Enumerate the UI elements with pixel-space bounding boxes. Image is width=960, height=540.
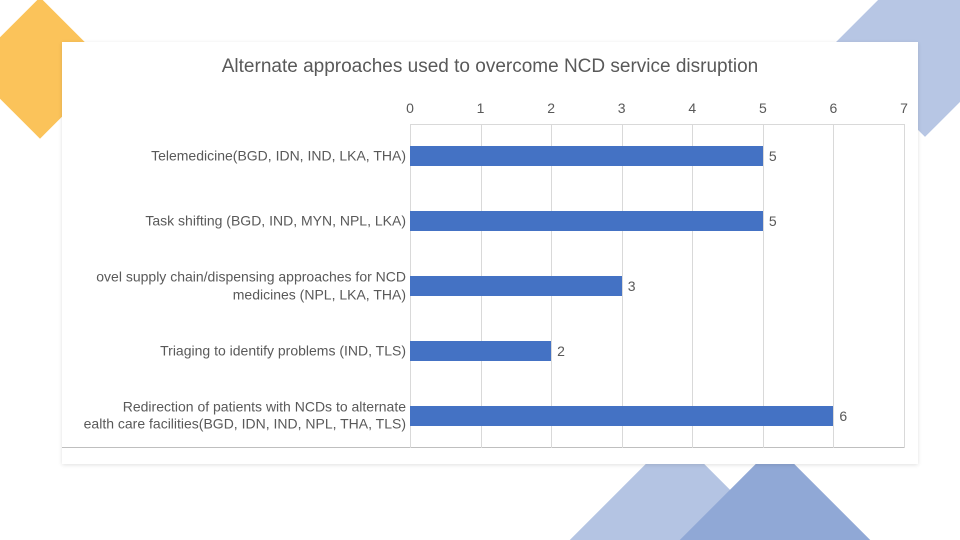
bar [410, 406, 833, 426]
category-label: Telemedicine(BGD, IDN, IND, LKA, THA) [62, 148, 406, 166]
x-axis-line [410, 124, 904, 125]
x-tick-label: 1 [477, 100, 485, 116]
value-label: 5 [769, 148, 777, 164]
value-label: 2 [557, 343, 565, 359]
chart-title: Alternate approaches used to overcome NC… [62, 56, 918, 78]
chart-row: Telemedicine(BGD, IDN, IND, LKA, THA) 5 [62, 144, 904, 168]
x-tick-label: 3 [618, 100, 626, 116]
chart-row: Triaging to identify problems (IND, TLS)… [62, 339, 904, 363]
bar [410, 146, 763, 166]
bar [410, 211, 763, 231]
x-tick-label: 5 [759, 100, 767, 116]
x-tick-label: 2 [547, 100, 555, 116]
gridline [904, 124, 905, 448]
bar [410, 341, 551, 361]
baseline [62, 447, 904, 448]
chart-row: Redirection of patients with NCDs to alt… [62, 404, 904, 428]
bar [410, 276, 622, 296]
value-label: 5 [769, 213, 777, 229]
category-label: Triaging to identify problems (IND, TLS) [62, 342, 406, 360]
category-label: Redirection of patients with NCDs to alt… [62, 398, 406, 433]
value-label: 6 [839, 408, 847, 424]
chart-panel: Alternate approaches used to overcome NC… [62, 42, 918, 464]
chart-row: ovel supply chain/dispensing approaches … [62, 274, 904, 298]
category-label: ovel supply chain/dispensing approaches … [62, 269, 406, 304]
x-tick-label: 0 [406, 100, 414, 116]
plot-area: 01234567Telemedicine(BGD, IDN, IND, LKA,… [410, 124, 904, 448]
x-tick-label: 7 [900, 100, 908, 116]
chart-row: Task shifting (BGD, IND, MYN, NPL, LKA) 5 [62, 209, 904, 233]
x-tick-label: 4 [688, 100, 696, 116]
value-label: 3 [628, 278, 636, 294]
category-label: Task shifting (BGD, IND, MYN, NPL, LKA) [62, 212, 406, 230]
slide-canvas: Alternate approaches used to overcome NC… [0, 0, 960, 540]
x-tick-label: 6 [830, 100, 838, 116]
